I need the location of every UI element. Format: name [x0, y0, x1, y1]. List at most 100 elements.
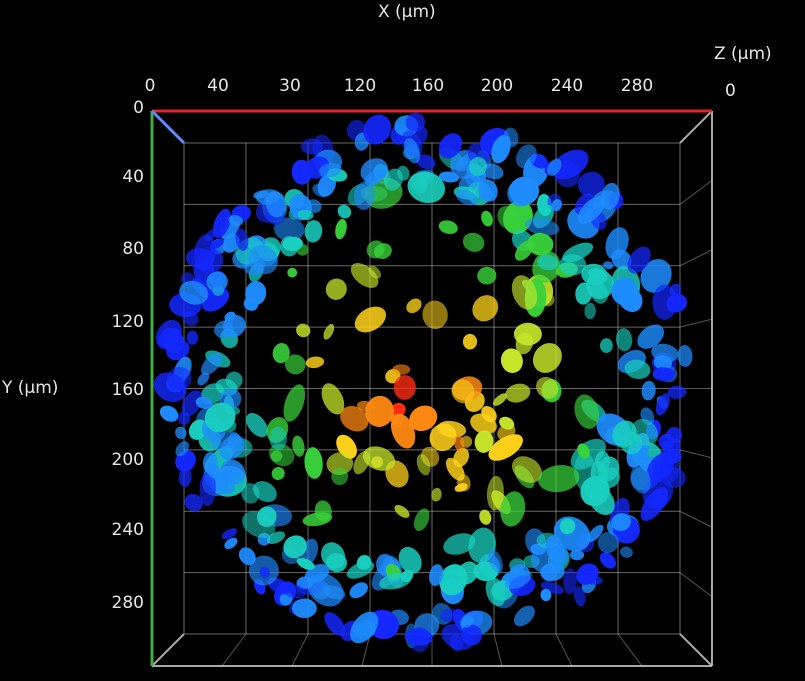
cell-nucleus	[577, 171, 605, 197]
grid-line	[679, 510, 713, 528]
y-tick-label: 0	[133, 98, 144, 118]
cell-nucleus	[246, 413, 268, 438]
cell-nucleus	[195, 396, 213, 410]
cell-nucleus	[472, 295, 499, 322]
cell-nucleus	[547, 158, 562, 176]
cell-nucleus	[503, 127, 519, 148]
cell-nucleus	[577, 443, 590, 459]
cell-nucleus	[451, 379, 475, 404]
cell-nucleus	[326, 452, 354, 475]
cell-nucleus	[238, 547, 256, 566]
cell-nucleus	[349, 582, 368, 599]
cell-nucleus	[429, 423, 457, 452]
x-tick-label: 160	[411, 76, 445, 96]
y-tick-label: 80	[122, 239, 144, 259]
cell-nucleus	[282, 236, 303, 252]
cell-nucleus	[331, 467, 349, 486]
grid-line	[291, 633, 309, 667]
z-axis-line	[150, 109, 186, 145]
cell-nucleus	[443, 533, 476, 555]
cell-nucleus	[666, 426, 683, 443]
cell-nucleus	[468, 157, 487, 177]
cell-nucleus	[274, 217, 305, 242]
cell-nucleus	[292, 598, 317, 619]
cell-nucleus	[383, 168, 403, 191]
cell-nucleus	[304, 447, 323, 479]
cell-nucleus	[184, 493, 203, 512]
cell-nucleus	[477, 266, 497, 285]
x-axis-title: X (µm)	[378, 2, 436, 22]
cell-nucleus	[365, 395, 394, 427]
cell-nucleus	[538, 465, 580, 493]
grid-line	[679, 572, 713, 598]
cell-nucleus	[507, 179, 535, 207]
cell-nucleus	[637, 324, 665, 349]
cell-nucleus	[492, 393, 508, 406]
cell-nucleus	[214, 320, 234, 339]
cell-nucleus	[438, 171, 460, 183]
cell-nucleus	[461, 624, 483, 646]
cell-nucleus	[406, 298, 422, 314]
cell-nucleus	[297, 209, 314, 221]
cell-nucleus	[393, 375, 416, 400]
z-axis-title: Z (µm)	[714, 44, 772, 64]
cell-nucleus	[599, 338, 613, 353]
cell-nucleus	[197, 372, 210, 386]
cell-nucleus	[179, 280, 209, 305]
grid-line	[679, 318, 713, 328]
cell-nucleus	[569, 549, 585, 561]
cell-nucleus	[624, 359, 651, 380]
grid-line	[679, 449, 713, 459]
cell-nucleus	[438, 220, 458, 235]
cell-nucleus	[453, 434, 465, 452]
cell-nucleus	[305, 356, 325, 369]
cell-nucleus	[324, 612, 346, 636]
cell-nucleus	[488, 549, 503, 573]
cell-nucleus	[590, 282, 608, 304]
cell-nucleus	[366, 240, 385, 259]
cell-nucleus	[439, 564, 468, 596]
grid-line	[679, 249, 713, 267]
cell-nucleus	[612, 420, 637, 448]
cell-nucleus	[462, 232, 485, 252]
cell-nucleus	[630, 465, 651, 494]
cell-nucleus	[515, 144, 537, 169]
cell-nucleus	[364, 171, 383, 187]
cell-nuclei-cloud	[153, 112, 693, 653]
cell-nucleus	[404, 137, 421, 164]
cell-nucleus	[272, 343, 290, 364]
cell-nucleus	[524, 217, 560, 236]
cell-nucleus	[204, 402, 236, 433]
cell-nucleus	[350, 263, 379, 288]
cell-nucleus	[504, 570, 532, 590]
cell-nucleus	[228, 215, 244, 227]
grid-line	[361, 633, 371, 667]
cell-nucleus	[390, 402, 406, 418]
cell-nucleus	[481, 210, 493, 227]
cell-nucleus	[404, 628, 433, 646]
cell-nucleus	[307, 573, 344, 607]
grid-line	[679, 110, 713, 144]
cell-nucleus	[242, 511, 276, 539]
cell-nucleus	[159, 405, 179, 422]
cell-nucleus	[563, 568, 577, 595]
cell-nucleus	[175, 426, 187, 440]
cell-nucleus	[325, 278, 347, 300]
cell-nucleus	[178, 467, 192, 487]
cell-nucleus	[354, 306, 387, 333]
cell-nucleus	[312, 183, 329, 197]
cell-nucleus	[220, 459, 246, 485]
cell-nucleus	[485, 577, 506, 607]
cell-nucleus	[640, 486, 668, 522]
cell-nucleus	[505, 383, 531, 403]
cell-nucleus	[337, 204, 352, 219]
x-tick-label: 280	[620, 76, 654, 96]
cell-nucleus	[653, 456, 674, 479]
cell-nucleus	[202, 248, 224, 273]
cell-nucleus	[536, 376, 559, 399]
cell-nucleus	[603, 261, 614, 270]
cell-nucleus	[597, 531, 619, 554]
cell-nucleus	[619, 546, 633, 558]
cell-nucleus	[206, 271, 228, 292]
